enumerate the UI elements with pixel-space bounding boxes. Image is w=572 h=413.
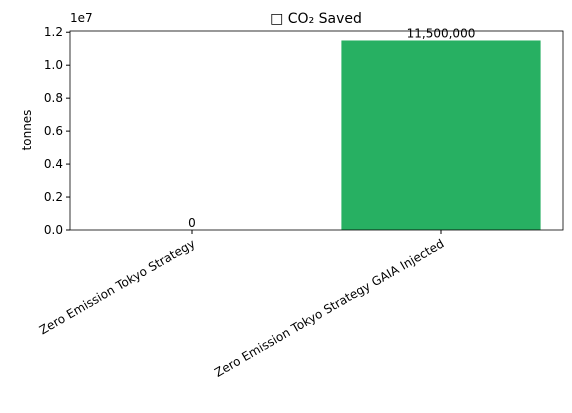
y-offset-label: 1e7 — [70, 11, 93, 25]
y-tick-label: 0.8 — [44, 91, 63, 105]
y-tick-label: 1.2 — [44, 25, 63, 39]
y-tick-label: 1.0 — [44, 58, 63, 72]
y-tick-label: 0.4 — [44, 157, 63, 171]
y-axis-label: tonnes — [20, 110, 34, 151]
axes-frame — [69, 30, 564, 231]
value-label: 0 — [188, 216, 196, 230]
y-tick-label: 0.0 — [44, 223, 63, 237]
chart-title: □ CO₂ Saved — [270, 11, 362, 27]
y-tick-label: 0.2 — [44, 190, 63, 204]
value-label: 11,500,000 — [407, 26, 476, 40]
y-tick-label: 0.6 — [44, 124, 63, 138]
x-tick-label: Zero Emission Tokyo Strategy — [37, 236, 198, 337]
x-tick-label: Zero Emission Tokyo Strategy GAIA Inject… — [212, 236, 446, 379]
bar — [341, 40, 541, 230]
